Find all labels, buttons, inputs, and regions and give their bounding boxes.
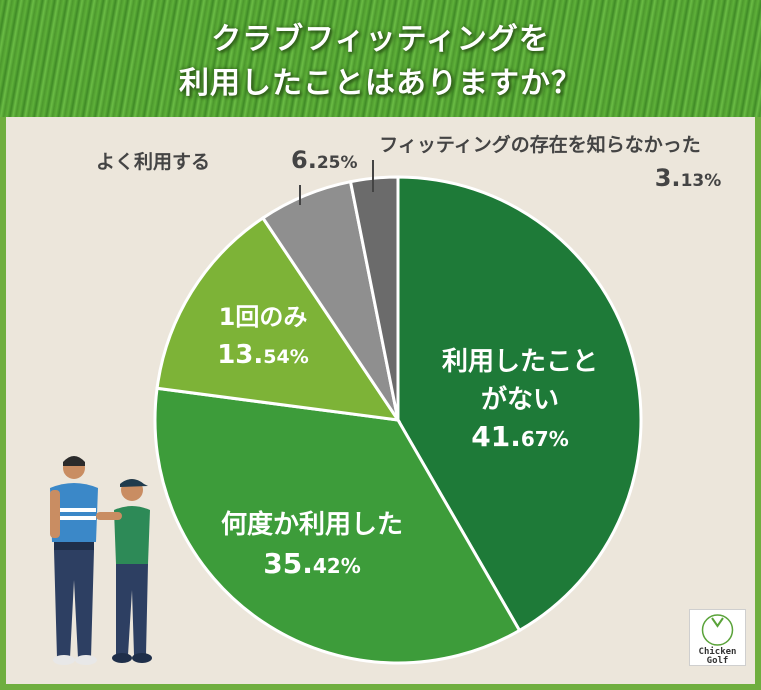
slice-value: 13.54%	[217, 340, 309, 370]
slice-value: 35.42%	[263, 547, 360, 580]
pie-slice	[153, 386, 522, 665]
golfers-illustration	[50, 456, 152, 665]
pie-slice	[396, 175, 643, 633]
slice-label: 利用したこと	[442, 347, 598, 377]
slice-label: よく利用する	[96, 151, 210, 173]
title-line-1: クラブフィッティングを	[211, 22, 550, 57]
golfer-figure	[50, 456, 98, 665]
pie-slice	[155, 215, 402, 422]
slice-label: フィッティングの存在を知らなかった	[379, 133, 700, 156]
fitter-figure	[96, 479, 152, 663]
slice-value: 3.13%	[655, 164, 722, 192]
title-line-2: 利用したことはありますか？	[179, 66, 582, 101]
slice-label: がない	[481, 384, 559, 415]
slice-value: 6.25%	[291, 146, 358, 174]
pie-slice	[348, 175, 400, 421]
grass-header: クラブフィッティングを 利用したことはありますか？	[0, 0, 761, 117]
slice-label: 1回のみ	[219, 303, 308, 331]
logo-text-line-1: Chicken	[699, 646, 737, 657]
chicken-golf-logo: Chicken Golf	[689, 609, 746, 666]
slice-value: 41.67%	[471, 420, 568, 453]
slice-label: 何度か利用した	[221, 509, 403, 540]
logo-text-line-2: Golf	[707, 656, 729, 665]
